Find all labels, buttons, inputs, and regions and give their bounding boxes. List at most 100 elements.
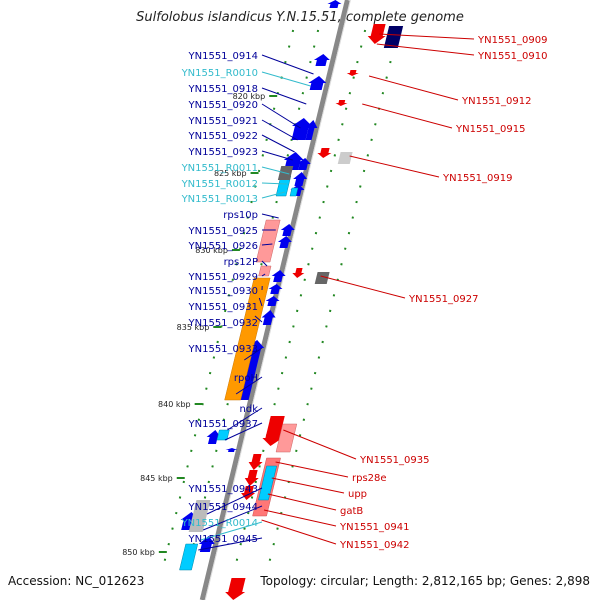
- left-label-26: YN1551_0945: [188, 534, 259, 545]
- forward-cds-6: [283, 152, 304, 170]
- reverse-cds-8: [244, 470, 259, 486]
- left-label-leader-14: [261, 260, 268, 267]
- left-label-12: YN1551_0925: [188, 226, 259, 237]
- left-label-7: YN1551_0923: [188, 147, 259, 158]
- right-label-6: YN1551_0927: [408, 294, 479, 305]
- right-label-leader-8: [275, 461, 349, 478]
- forward-cds-7: [296, 158, 311, 170]
- left-label-14: rps12P: [224, 257, 258, 268]
- forward-cds-18: [225, 448, 238, 452]
- forward-cds-5: [305, 120, 318, 140]
- left-label-leader-5: [261, 119, 298, 141]
- orf-gray-right-2: [314, 272, 330, 284]
- right-label-leader-6: [320, 275, 406, 299]
- scale-tick-label: 835 kbp: [177, 323, 210, 332]
- left-label-8: YN1551_R0011: [181, 163, 258, 174]
- left-label-leader-1: [261, 54, 314, 75]
- left-label-4: YN1551_0920: [188, 100, 259, 111]
- right-label-3: YN1551_0912: [461, 96, 532, 107]
- left-label-leader-23: [206, 487, 263, 515]
- tick-track-4: [266, 29, 400, 571]
- left-label-leader-11: [261, 213, 279, 219]
- left-label-leader-3: [261, 87, 307, 105]
- left-label-22: YN1551_0937: [188, 419, 259, 430]
- right-label-8: rps28e: [352, 473, 387, 484]
- navy-cds: [383, 26, 404, 48]
- left-label-leader-19: [244, 347, 263, 361]
- right-label-leader-2: [376, 43, 475, 56]
- left-label-leader-7: [261, 150, 293, 161]
- rna-feature-2: [289, 187, 299, 197]
- accession-text: Accession: NC_012623: [8, 574, 145, 588]
- orf-pink-1: [255, 219, 281, 263]
- left-label-leader-20: [235, 376, 263, 395]
- left-label-11: rps10p: [223, 210, 258, 221]
- left-label-leader-4: [261, 103, 301, 129]
- left-label-25: YN1551_R0014: [181, 518, 258, 529]
- forward-cds-13: [268, 284, 283, 294]
- left-label-10: YN1551_R0013: [181, 194, 258, 205]
- left-label-24: YN1551_0944: [188, 502, 259, 513]
- right-label-7: YN1551_0935: [359, 455, 430, 466]
- scale-tick-label: 825 kbp: [214, 169, 247, 178]
- left-label-21: ndk: [240, 404, 259, 415]
- forward-cds-10: [280, 224, 295, 236]
- left-label-3: YN1551_0918: [188, 84, 259, 95]
- orf-gray-right-1: [337, 152, 353, 164]
- scale-tick-label: 850 kbp: [122, 548, 155, 557]
- forward-cds-3: [308, 76, 327, 90]
- right-label-leader-9: [271, 477, 345, 494]
- left-label-leader-26: [198, 537, 263, 551]
- left-label-leader-18: [254, 315, 263, 323]
- left-label-leader-22: [224, 422, 263, 441]
- left-label-leader-15: [261, 273, 266, 277]
- forward-cds-15: [261, 310, 276, 325]
- right-label-leader-11: [263, 509, 337, 527]
- right-label-leader-10: [267, 493, 337, 511]
- left-label-5: YN1551_0921: [188, 116, 259, 127]
- left-label-20: rpoH: [234, 373, 258, 384]
- left-label-leader-6: [261, 134, 295, 153]
- right-label-leader-1: [379, 33, 475, 40]
- right-label-11: YN1551_0941: [339, 522, 410, 533]
- forward-cds-14: [265, 296, 280, 306]
- genome-summary-text: Topology: circular; Length: 2,812,165 bp…: [260, 574, 590, 588]
- scale-tick-label: 840 kbp: [158, 400, 191, 409]
- right-label-leader-5: [349, 155, 440, 178]
- right-label-leader-4: [362, 103, 453, 129]
- forward-cds-2: [313, 54, 330, 66]
- forward-cds-4: [291, 118, 312, 140]
- right-label-5: YN1551_0919: [442, 173, 513, 184]
- reverse-cds-2: [346, 70, 359, 76]
- left-label-23: YN1551_0943: [188, 484, 259, 495]
- reverse-cds-5: [292, 268, 305, 278]
- left-label-leader-9: [261, 182, 287, 185]
- left-label-1: YN1551_0914: [188, 51, 259, 62]
- scale-tick-label: 820 kbp: [233, 92, 266, 101]
- left-label-19: YN1551_0933: [188, 344, 259, 355]
- orf-pink-2: [258, 265, 272, 277]
- left-label-2: YN1551_R0010: [181, 68, 258, 79]
- right-label-2: YN1551_0910: [477, 51, 548, 62]
- right-label-leader-7: [283, 429, 357, 460]
- gray-cds-2: [188, 500, 211, 532]
- forward-cds-12: [271, 270, 286, 282]
- reverse-cds-3: [335, 100, 348, 106]
- orf-orange-long: [224, 277, 271, 401]
- map-title: Sulfolobus islandicus Y.N.15.51, complet…: [136, 10, 464, 25]
- rna-feature-3: [216, 429, 230, 441]
- left-label-leader-25: [200, 521, 263, 541]
- forward-cds-1: [327, 0, 342, 8]
- left-label-leader-10: [261, 191, 286, 199]
- scale-tick-label: 830 kbp: [195, 246, 228, 255]
- right-label-4: YN1551_0915: [455, 124, 526, 135]
- left-label-9: YN1551_R0012: [181, 179, 258, 190]
- left-label-leader-13: [261, 243, 273, 246]
- right-label-9: upp: [348, 489, 367, 500]
- reverse-cds-10: [225, 578, 246, 600]
- scale-tick-label: 845 kbp: [140, 474, 173, 483]
- left-label-13: YN1551_0926: [188, 241, 259, 252]
- right-label-12: YN1551_0942: [339, 540, 410, 551]
